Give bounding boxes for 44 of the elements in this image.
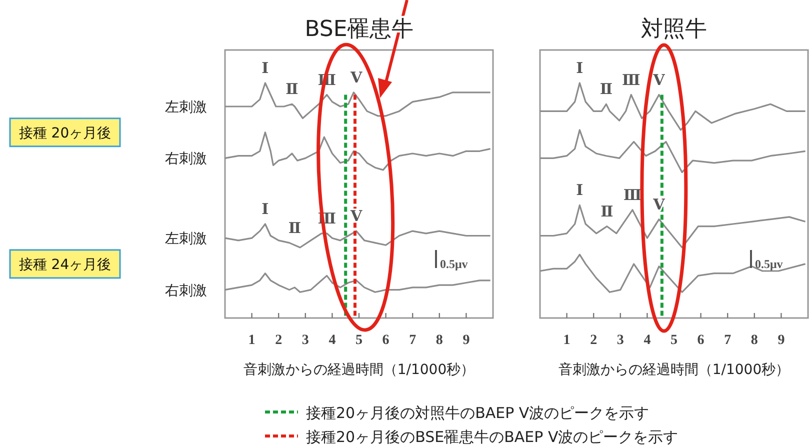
x-tick-label: 6 [382, 333, 390, 348]
annotation: Ⅴ [652, 72, 666, 89]
annotation: Ⅰ [576, 61, 584, 77]
chart-title: 対照牛 [641, 17, 707, 42]
annotation: Ⅴ [652, 197, 666, 214]
annotation: Ⅴ [350, 209, 362, 226]
x-tick-label: 9 [462, 333, 470, 348]
x-axis-title: 音刺激からの経過時間（1/1000秒） [558, 362, 790, 378]
legend-label: 接種20ヶ月後の対照牛のBAEP Ⅴ波のピークを示す [306, 404, 650, 422]
annotation: Ⅱ [286, 82, 298, 98]
x-tick-label: 5 [670, 333, 678, 348]
x-tick-label: 3 [302, 333, 309, 348]
x-tick-label: 2 [590, 333, 598, 348]
text: 接種 24ヶ月後 [18, 256, 112, 273]
annotation: Ⅰ [262, 202, 269, 218]
series-label: 右刺激 [165, 151, 207, 168]
annotation: Ⅱ [600, 82, 613, 98]
legend-label: 接種20ヶ月後のBSE罹患牛のBAEP Ⅴ波のピークを示す [306, 428, 678, 446]
annotation: 0.5μv [755, 257, 783, 271]
x-tick-label: 6 [697, 333, 704, 348]
annotation: Ⅱ [600, 204, 614, 220]
series-label: 左刺激 [165, 100, 207, 116]
x-tick-label: 7 [724, 333, 732, 348]
x-tick-label: 4 [644, 333, 651, 348]
x-tick-label: 5 [356, 333, 362, 348]
x-tick-label: 7 [409, 333, 416, 348]
text: 接種 20ヶ月後 [18, 125, 112, 142]
annotation: Ⅰ [576, 183, 584, 200]
annotation: Ⅱ [288, 220, 302, 237]
annotation: Ⅴ [350, 70, 362, 86]
x-tick-label: 8 [750, 333, 758, 348]
x-axis-title: 音刺激からの経過時間（1/1000秒） [243, 362, 475, 378]
x-tick-label: 1 [563, 333, 570, 348]
annotation: 0.5μv [440, 257, 468, 271]
annotation: Ⅲ [622, 72, 640, 89]
x-tick-label: 4 [328, 333, 336, 348]
series-label: 左刺激 [165, 231, 207, 248]
x-tick-label: 2 [275, 333, 282, 348]
x-tick-label: 3 [616, 333, 624, 348]
x-tick-label: 8 [436, 333, 443, 348]
annotation: Ⅰ [262, 61, 269, 77]
series-label: 右刺激 [165, 282, 207, 299]
x-tick-label: 9 [778, 333, 785, 348]
x-tick-label: 1 [248, 333, 256, 348]
